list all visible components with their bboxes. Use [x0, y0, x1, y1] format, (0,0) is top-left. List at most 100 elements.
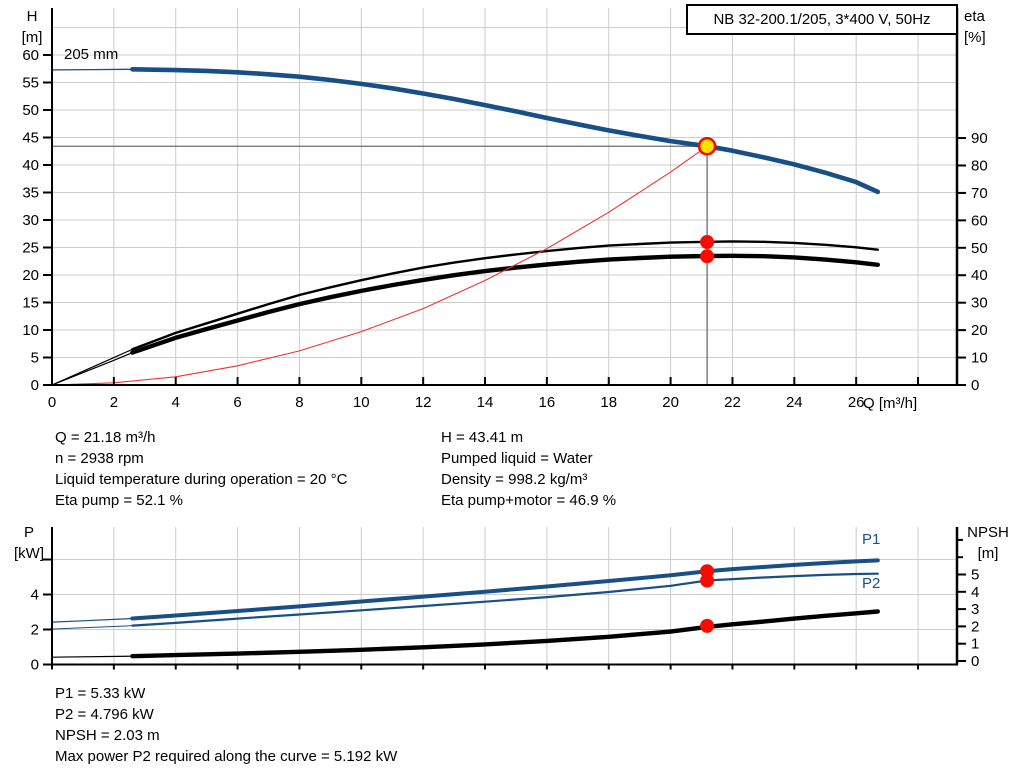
- tick-label: 0: [31, 377, 39, 394]
- info-line: Eta pump = 52.1 %: [55, 492, 183, 509]
- axes: [51, 527, 959, 666]
- power-npsh-data: P1 = 5.33 kW P2 = 4.796 kW NPSH = 2.03 m Ma…: [55, 683, 397, 767]
- tick-label: 15: [22, 295, 39, 312]
- p-axis-title-line1: P: [23, 524, 34, 541]
- p1-curve-label: P1: [862, 531, 881, 548]
- tick-label: 2: [31, 622, 39, 639]
- info-line: Pumped liquid = Water: [441, 450, 593, 467]
- x-axis-ticks: 0 2 4 6 8 10 12 14 16 18 20 22 24 26: [48, 377, 920, 411]
- eta-axis-title-line2: [%]: [964, 29, 986, 46]
- gridlines: [52, 527, 957, 665]
- duty-markers: [700, 564, 715, 633]
- tick-label: 5: [31, 350, 39, 367]
- duty-reference-lines: [52, 145, 708, 385]
- info-line: Density = 998.2 kg/m³: [441, 471, 588, 488]
- npsh-dot: [700, 618, 715, 633]
- q-axis-label: Q [m³/h]: [863, 395, 918, 412]
- tick-label: 60: [971, 212, 988, 229]
- duty-markers: [697, 136, 717, 264]
- tick-label: 26: [848, 394, 865, 411]
- tick-label: 30: [22, 212, 39, 229]
- tick-label: 20: [971, 322, 988, 339]
- system-curve: [51, 145, 708, 386]
- tick-label: 0: [31, 657, 39, 674]
- eta-pump-curve: [51, 240, 879, 386]
- tick-label: 30: [971, 295, 988, 312]
- eta-axis-title-line1: eta: [964, 8, 985, 25]
- p2-curve-label: P2: [862, 575, 881, 592]
- axes: [51, 8, 959, 386]
- p-axis-title: P [kW]: [6, 522, 52, 564]
- left-axis-ticks: 0 5 10 15 20 25 30 35 40 45 50 55 60: [22, 47, 52, 394]
- info-line: P1 = 5.33 kW: [55, 685, 146, 702]
- tick-label: 2: [110, 394, 118, 411]
- eta-pump-motor-dot: [700, 249, 715, 264]
- tick-label: 24: [786, 394, 803, 411]
- tick-label: 5: [971, 567, 979, 584]
- tick-label: 40: [971, 267, 988, 284]
- tick-label: 8: [295, 394, 303, 411]
- tick-label: 4: [971, 584, 979, 601]
- h-axis-title-line2: [m]: [21, 29, 43, 46]
- tick-label: 50: [22, 102, 39, 119]
- pump-top: 0 2 4 6 8 10 12 14 16 18 20 22 24 2605101520253035404…: [22, 8, 988, 411]
- pump-name-box: NB 32-200.1/205, 3*400 V, 50Hz: [686, 4, 958, 35]
- info-line: n = 2938 rpm: [55, 450, 144, 467]
- tick-label: 20: [662, 394, 679, 411]
- p-axis-title-line2: [kW]: [14, 545, 44, 562]
- tick-label: 0: [48, 394, 56, 411]
- tick-label: 80: [971, 157, 988, 174]
- tick-label: 0: [971, 653, 979, 670]
- tick-label: 6: [233, 394, 241, 411]
- tick-label: 10: [22, 322, 39, 339]
- qh-curve: [51, 67, 881, 195]
- npsh-axis-title: NPSH [m]: [962, 522, 1014, 564]
- tick-label: 10: [353, 394, 370, 411]
- info-line: Liquid temperature during operation = 20…: [55, 471, 348, 488]
- gridlines: [52, 8, 957, 385]
- info-line: NPSH = 2.03 m: [55, 727, 160, 744]
- tick-label: 45: [22, 130, 39, 147]
- tick-label: 10: [971, 350, 988, 367]
- tick-label: 4: [172, 394, 180, 411]
- p2-curve: [51, 572, 879, 630]
- p1-curve: [51, 558, 880, 623]
- eta-axis-title: eta [%]: [964, 6, 986, 48]
- tick-label: 70: [971, 185, 988, 202]
- right-axis-ticks: 0 10 20 30 40 50 60 70 80 90: [957, 130, 988, 394]
- tick-label: 0: [971, 377, 979, 394]
- npsh-curve: [51, 609, 880, 659]
- tick-label: 16: [539, 394, 556, 411]
- tick-label: 90: [971, 130, 988, 147]
- eta-pump-dot: [700, 235, 715, 250]
- tick-label: 4: [31, 587, 39, 604]
- operating-data-left: Q = 21.18 m³/h n = 2938 rpm Liquid tempera…: [55, 427, 347, 511]
- p2-dot: [700, 573, 715, 588]
- h-axis-title: H [m]: [11, 6, 53, 48]
- info-line: P2 = 4.796 kW: [55, 706, 154, 723]
- tick-label: 55: [22, 75, 39, 92]
- duty-point-dot: [697, 136, 717, 156]
- tick-label: 25: [22, 240, 39, 257]
- tick-label: 40: [22, 157, 39, 174]
- tick-label: 12: [415, 394, 432, 411]
- operating-data-right: H = 43.41 m Pumped liquid = Water Density …: [441, 427, 616, 511]
- tick-label: 50: [971, 240, 988, 257]
- tick-label: 1: [971, 636, 979, 653]
- impeller-diameter-label: 205 mm: [64, 46, 119, 63]
- info-line: Eta pump+motor = 46.9 %: [441, 492, 617, 509]
- info-line: H = 43.41 m: [441, 429, 524, 446]
- info-line: Max power P2 required along the curve = …: [55, 748, 398, 765]
- tick-label: 22: [724, 394, 741, 411]
- tick-label: 3: [971, 601, 979, 618]
- tick-label: 2: [971, 618, 979, 635]
- tick-label: 14: [477, 394, 494, 411]
- h-axis-title-line1: H: [26, 8, 38, 25]
- info-line: Q = 21.18 m³/h: [55, 429, 156, 446]
- eta-pump-motor-curve: [51, 253, 880, 386]
- x-axis-ticks: [51, 664, 920, 670]
